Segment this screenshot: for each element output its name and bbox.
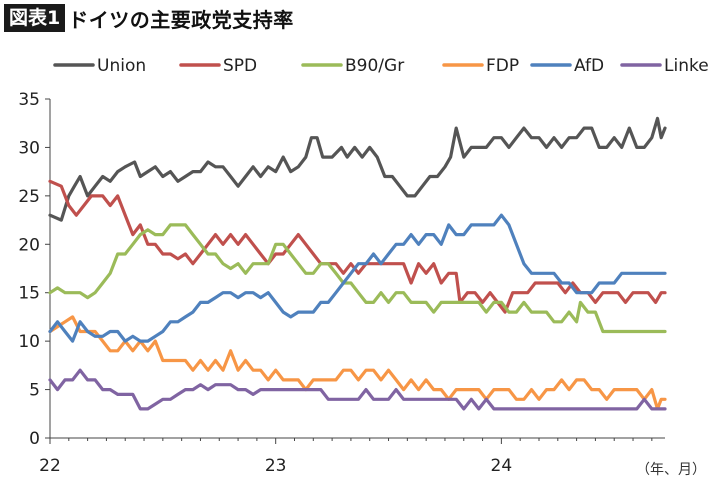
legend-label-spd: SPD [223,56,257,76]
y-tick-label: 35 [18,90,40,110]
legend-label-union: Union [97,56,146,76]
y-tick-label: 10 [18,332,40,352]
chart-legend: Union SPD B90/Gr FDP AfD Linke [53,56,709,76]
legend-label-linke: Linke [664,56,709,76]
series-line-linke [48,368,667,411]
y-tick-label: 5 [29,381,40,401]
legend-label-fdp: FDP [486,56,519,76]
figure-title-text: ドイツの主要政党支持率 [68,7,294,32]
x-tick-label: 23 [265,456,287,476]
figure-title: 図表1 ドイツの主要政党支持率 [4,3,294,33]
series-line-b90-gr [48,223,667,334]
figure-tag: 図表1 [4,4,66,32]
chart-series [48,116,667,411]
legend-label-afd: AfD [574,56,604,76]
x-tick-label: 24 [491,456,513,476]
y-tick-label: 30 [18,138,40,158]
series-line-spd [48,179,667,314]
chart-axes: 0 5 10 15 20 25 30 35 22 23 24 [18,90,665,476]
y-tick-label: 15 [18,284,40,304]
y-tick-label: 25 [18,187,40,207]
y-tick-label: 0 [29,429,40,449]
x-axis-unit-note: （年、月） [636,462,706,478]
x-tick-label: 22 [39,456,61,476]
series-line-afd [48,213,667,343]
series-line-fdp [48,315,667,411]
y-tick-label: 20 [18,235,40,255]
legend-label-b90-gr: B90/Gr [345,56,404,76]
series-line-union [48,116,667,222]
